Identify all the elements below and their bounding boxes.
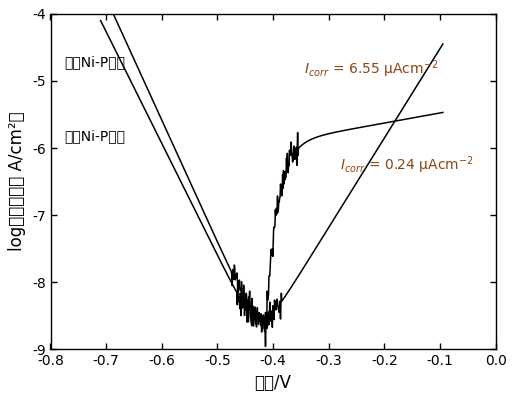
Text: $I_{corr}$ = 6.55 μAcm$^{-2}$: $I_{corr}$ = 6.55 μAcm$^{-2}$: [304, 58, 438, 80]
Text: 空白Ni-P镀层: 空白Ni-P镀层: [64, 55, 126, 69]
Text: $I_{corr}$ = 0.24 μAcm$^{-2}$: $I_{corr}$ = 0.24 μAcm$^{-2}$: [340, 154, 474, 176]
Text: 钝化Ni-P镀层: 钝化Ni-P镀层: [64, 129, 126, 143]
X-axis label: 电压/V: 电压/V: [254, 374, 291, 392]
Y-axis label: log（电流密度 A/cm²）: log（电流密度 A/cm²）: [8, 112, 26, 251]
